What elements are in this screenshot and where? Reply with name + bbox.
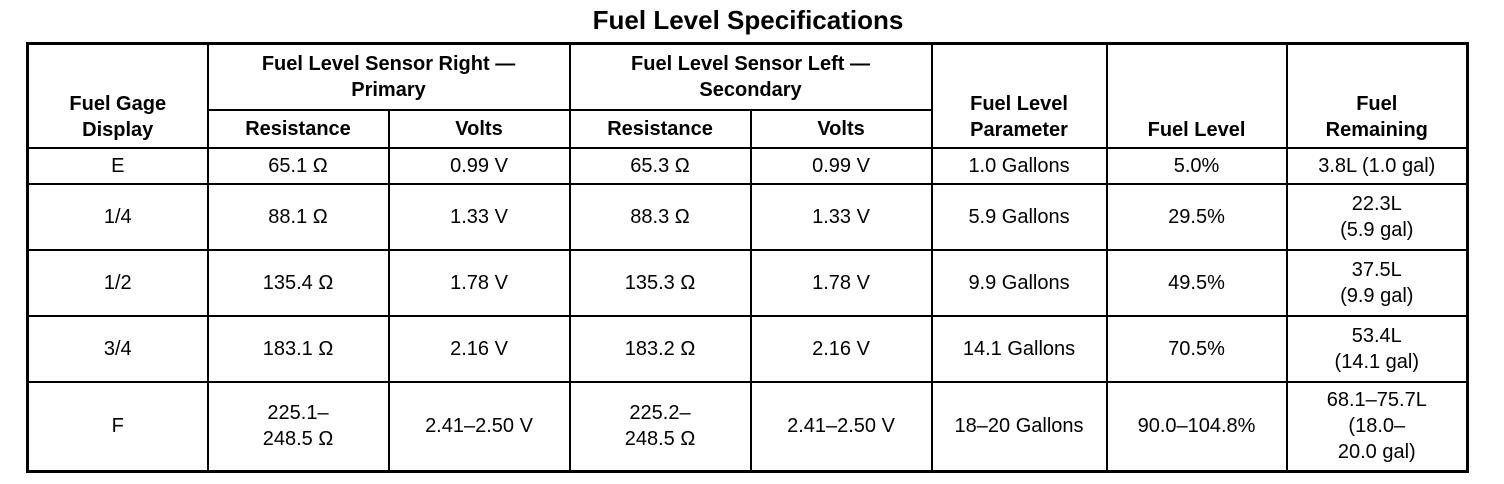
cell-display: 1/4 (26, 182, 209, 251)
cell-left-resistance: 225.2– 248.5 Ω (568, 380, 752, 473)
cell-remaining: 22.3L (5.9 gal) (1285, 182, 1469, 251)
header-sensor-right-primary: Fuel Level Sensor Right — Primary (206, 42, 571, 111)
header-right-volts: Volts (387, 108, 571, 149)
header-sensor-left-secondary: Fuel Level Sensor Left — Secondary (568, 42, 933, 111)
cell-level: 29.5% (1105, 182, 1288, 251)
cell-display: 1/2 (26, 248, 209, 317)
cell-remaining: 37.5L (9.9 gal) (1285, 248, 1469, 317)
header-fuel-level-parameter: Fuel Level Parameter (930, 42, 1108, 149)
header-fuel-gage-display: Fuel Gage Display (26, 42, 209, 149)
header-right-resistance: Resistance (206, 108, 390, 149)
cell-remaining: 53.4L (14.1 gal) (1285, 314, 1469, 383)
cell-left-volts: 1.78 V (749, 248, 933, 317)
cell-right-volts: 0.99 V (387, 146, 571, 185)
table-row: E 65.1 Ω 0.99 V 65.3 Ω 0.99 V 1.0 Gallon… (26, 146, 1469, 185)
cell-right-resistance: 183.1 Ω (206, 314, 390, 383)
header-row-2: Resistance Volts Resistance Volts (28, 108, 1468, 149)
cell-left-resistance: 183.2 Ω (568, 314, 752, 383)
table-row: 1/2 135.4 Ω 1.78 V 135.3 Ω 1.78 V 9.9 Ga… (26, 248, 1469, 317)
cell-left-volts: 2.41–2.50 V (749, 380, 933, 473)
table-row: 1/4 88.1 Ω 1.33 V 88.3 Ω 1.33 V 5.9 Gall… (26, 182, 1469, 251)
cell-parameter: 18–20 Gallons (930, 380, 1108, 473)
cell-right-resistance: 225.1– 248.5 Ω (206, 380, 390, 473)
cell-left-volts: 0.99 V (749, 146, 933, 185)
header-fuel-level: Fuel Level (1105, 42, 1288, 149)
cell-right-resistance: 65.1 Ω (206, 146, 390, 185)
cell-level: 49.5% (1105, 248, 1288, 317)
cell-level: 70.5% (1105, 314, 1288, 383)
cell-left-resistance: 88.3 Ω (568, 182, 752, 251)
table-row: F 225.1– 248.5 Ω 2.41–2.50 V 225.2– 248.… (26, 380, 1469, 473)
cell-left-volts: 1.33 V (749, 182, 933, 251)
header-left-volts: Volts (749, 108, 933, 149)
cell-display: 3/4 (26, 314, 209, 383)
cell-right-volts: 2.16 V (387, 314, 571, 383)
cell-level: 90.0–104.8% (1105, 380, 1288, 473)
cell-left-resistance: 135.3 Ω (568, 248, 752, 317)
cell-remaining: 68.1–75.7L (18.0– 20.0 gal) (1285, 380, 1469, 473)
header-fuel-remaining: Fuel Remaining (1285, 42, 1469, 149)
header-left-resistance: Resistance (568, 108, 752, 149)
cell-right-volts: 1.33 V (387, 182, 571, 251)
header-row-1: Fuel Gage Display Fuel Level Sensor Righ… (26, 42, 1469, 149)
cell-parameter: 5.9 Gallons (930, 182, 1108, 251)
cell-right-volts: 1.78 V (387, 248, 571, 317)
fuel-level-spec-table: Fuel Gage Display Fuel Level Sensor Righ… (26, 42, 1470, 473)
cell-left-volts: 2.16 V (749, 314, 933, 383)
cell-parameter: 14.1 Gallons (930, 314, 1108, 383)
cell-right-resistance: 88.1 Ω (206, 182, 390, 251)
cell-parameter: 1.0 Gallons (930, 146, 1108, 185)
cell-left-resistance: 65.3 Ω (568, 146, 752, 185)
cell-display: F (26, 380, 209, 473)
cell-remaining: 3.8L (1.0 gal) (1285, 146, 1469, 185)
cell-right-volts: 2.41–2.50 V (387, 380, 571, 473)
table-title: Fuel Level Specifications (592, 5, 904, 35)
table-row: 3/4 183.1 Ω 2.16 V 183.2 Ω 2.16 V 14.1 G… (26, 314, 1469, 383)
cell-level: 5.0% (1105, 146, 1288, 185)
cell-display: E (26, 146, 209, 185)
cell-parameter: 9.9 Gallons (930, 248, 1108, 317)
cell-right-resistance: 135.4 Ω (206, 248, 390, 317)
